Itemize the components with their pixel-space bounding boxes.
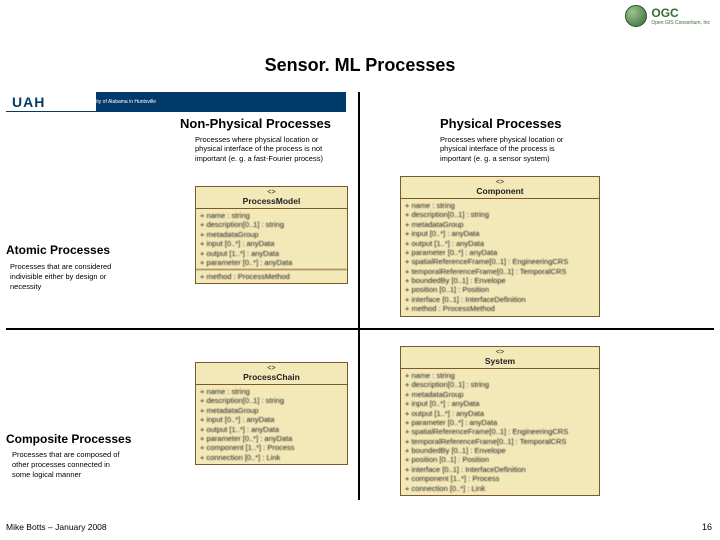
uah-subtitle: The University of Alabama in Huntsville: [69, 99, 156, 105]
ogc-text: OGC: [651, 6, 710, 20]
horizontal-divider: [6, 328, 714, 330]
ogc-logo: OGC Open GIS Consortium, Inc: [625, 5, 710, 27]
uml-system: <>System+ name : string+ description[0..…: [400, 346, 600, 496]
globe-icon: [625, 5, 647, 27]
row-sub-top: Processes that are consideredindivisible…: [10, 262, 150, 291]
footer-text: Mike Botts – January 2008: [6, 522, 107, 532]
uml-process-chain: <>ProcessChain+ name : string+ descripti…: [195, 362, 348, 465]
vertical-divider: [358, 92, 360, 500]
col-head-left: Non-Physical Processes: [180, 116, 331, 131]
row-sub-bottom: Processes that are composed ofother proc…: [12, 450, 152, 479]
row-head-bottom: Composite Processes: [6, 432, 131, 446]
col-head-right: Physical Processes: [440, 116, 561, 131]
col-sub-left: Processes where physical location orphys…: [195, 135, 355, 163]
uml-process-model: <>ProcessModel+ name : string+ descripti…: [195, 186, 348, 284]
uah-bar: UAH The University of Alabama in Huntsvi…: [6, 92, 346, 112]
ogc-sub: Open GIS Consortium, Inc: [651, 20, 710, 26]
row-head-top: Atomic Processes: [6, 243, 110, 257]
col-sub-right: Processes where physical location orphys…: [440, 135, 600, 163]
page-number: 16: [702, 522, 712, 532]
uml-component: <>Component+ name : string+ description[…: [400, 176, 600, 317]
page-title: Sensor. ML Processes: [0, 55, 720, 76]
uah-logo-text: UAH: [6, 94, 45, 110]
